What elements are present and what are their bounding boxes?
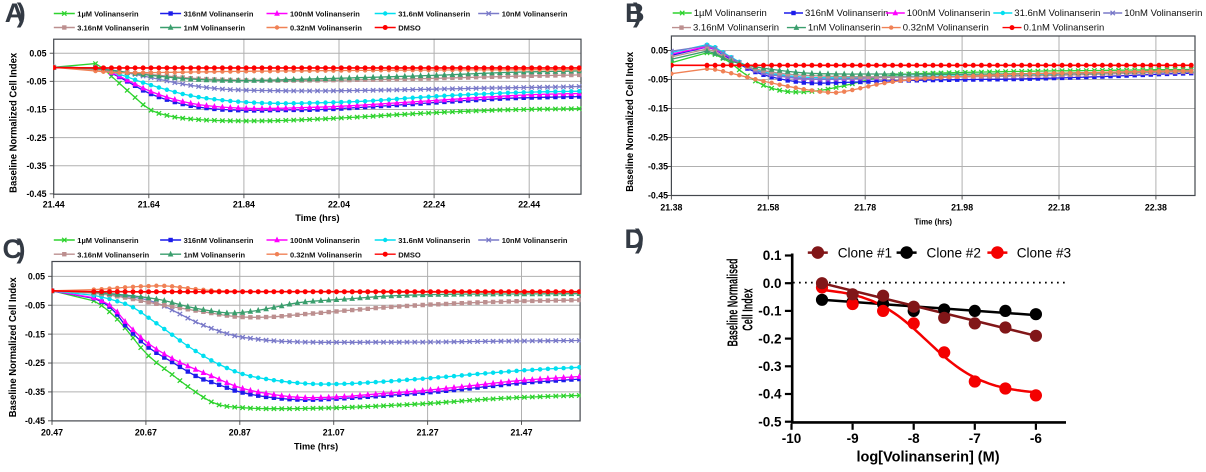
svg-text:100nM Volinanserin: 100nM Volinanserin xyxy=(907,8,990,19)
svg-text:316nM Volinanserin: 316nM Volinanserin xyxy=(805,8,888,19)
svg-text:1µM Volinanserin: 1µM Volinanserin xyxy=(694,8,767,19)
svg-text:22.24: 22.24 xyxy=(423,199,445,209)
svg-text:Time (hrs): Time (hrs) xyxy=(914,218,952,227)
svg-text:1nM Volinanserin: 1nM Volinanserin xyxy=(808,23,881,34)
svg-text:-7: -7 xyxy=(969,431,981,446)
svg-text:log[Volinanserin] (M): log[Volinanserin] (M) xyxy=(856,450,999,466)
svg-text:0.05: 0.05 xyxy=(29,48,46,58)
svg-text:1nM Volinanserin: 1nM Volinanserin xyxy=(184,24,246,33)
svg-text:-0.5: -0.5 xyxy=(758,414,782,429)
svg-text:0.0: 0.0 xyxy=(763,276,782,291)
svg-text:-0.15: -0.15 xyxy=(648,104,668,114)
svg-text:-10: -10 xyxy=(782,431,802,446)
svg-text:-0.25: -0.25 xyxy=(26,133,46,143)
svg-text:3.16nM Volinanserin: 3.16nM Volinanserin xyxy=(77,250,149,259)
svg-text:22.18: 22.18 xyxy=(1048,203,1070,213)
svg-text:21.07: 21.07 xyxy=(323,427,345,437)
svg-text:3.16nM Volinanserin: 3.16nM Volinanserin xyxy=(77,24,149,33)
svg-text:31.6nM Volinanserin: 31.6nM Volinanserin xyxy=(1014,8,1100,19)
svg-text:A): A) xyxy=(5,0,26,28)
svg-text:-0.3: -0.3 xyxy=(758,359,782,374)
svg-text:-6: -6 xyxy=(1030,431,1042,446)
svg-text:Clone #2: Clone #2 xyxy=(927,245,981,260)
svg-text:-0.25: -0.25 xyxy=(648,133,668,143)
svg-text:0.1nM Volinanserin: 0.1nM Volinanserin xyxy=(1024,23,1105,34)
svg-text:31.6nM Volinanserin: 31.6nM Volinanserin xyxy=(398,236,470,245)
svg-text:1µM Volinanserin: 1µM Volinanserin xyxy=(77,10,139,19)
svg-text:0.32nM Volinanserin: 0.32nM Volinanserin xyxy=(903,23,989,34)
svg-text:0.05: 0.05 xyxy=(651,46,668,56)
svg-text:C): C) xyxy=(3,234,26,264)
svg-text:21.47: 21.47 xyxy=(510,427,532,437)
svg-text:21.44: 21.44 xyxy=(43,199,65,209)
svg-text:-0.45: -0.45 xyxy=(648,191,668,201)
svg-text:316nM Volinanserin: 316nM Volinanserin xyxy=(184,10,254,19)
svg-text:-0.45: -0.45 xyxy=(26,189,46,199)
svg-text:Baseline Normalized Cell Index: Baseline Normalized Cell Index xyxy=(9,52,20,192)
svg-text:-0.45: -0.45 xyxy=(25,416,45,426)
svg-text:316nM Volinanserin: 316nM Volinanserin xyxy=(184,236,254,245)
svg-text:-0.15: -0.15 xyxy=(26,105,46,115)
svg-text:1µM Volinanserin: 1µM Volinanserin xyxy=(77,236,139,245)
svg-text:Baseline Normalized Cell Index: Baseline Normalized Cell Index xyxy=(8,277,19,417)
svg-text:-0.35: -0.35 xyxy=(648,162,668,172)
svg-text:-0.05: -0.05 xyxy=(25,300,45,310)
svg-text:-0.35: -0.35 xyxy=(25,387,45,397)
svg-text:-0.2: -0.2 xyxy=(758,331,781,346)
svg-text:10nM Volinanserin: 10nM Volinanserin xyxy=(502,10,568,19)
svg-text:21.84: 21.84 xyxy=(233,199,255,209)
svg-text:-0.05: -0.05 xyxy=(648,75,668,85)
svg-text:Time (hrs): Time (hrs) xyxy=(295,213,339,223)
svg-text:22.04: 22.04 xyxy=(328,199,350,209)
svg-text:1nM Volinanserin: 1nM Volinanserin xyxy=(184,250,246,259)
svg-text:Cell Index: Cell Index xyxy=(740,288,757,331)
svg-text:DMSO: DMSO xyxy=(398,24,421,33)
svg-text:0.32nM Volinanserin: 0.32nM Volinanserin xyxy=(290,24,362,33)
svg-text:D): D) xyxy=(625,224,645,254)
svg-text:DMSO: DMSO xyxy=(398,250,421,259)
svg-text:20.67: 20.67 xyxy=(135,427,157,437)
svg-text:-9: -9 xyxy=(847,431,859,446)
svg-text:10nM Volinanserin: 10nM Volinanserin xyxy=(502,236,568,245)
svg-text:Time (hrs): Time (hrs) xyxy=(294,441,338,451)
svg-text:0.1: 0.1 xyxy=(763,248,782,263)
svg-text:-8: -8 xyxy=(908,431,920,446)
svg-text:-0.25: -0.25 xyxy=(25,358,45,368)
svg-text:0.05: 0.05 xyxy=(28,272,45,282)
svg-text:21.38: 21.38 xyxy=(660,203,682,213)
svg-text:-0.05: -0.05 xyxy=(26,77,46,87)
svg-text:100nM Volinanserin: 100nM Volinanserin xyxy=(290,236,360,245)
svg-text:20.87: 20.87 xyxy=(229,427,251,437)
svg-text:21.78: 21.78 xyxy=(854,203,876,213)
svg-text:-0.35: -0.35 xyxy=(26,161,46,171)
svg-text:21.27: 21.27 xyxy=(417,427,439,437)
svg-text:Clone #1: Clone #1 xyxy=(838,245,892,260)
svg-text:Clone #3: Clone #3 xyxy=(1017,245,1071,260)
svg-text:21.64: 21.64 xyxy=(138,199,160,209)
svg-text:21.98: 21.98 xyxy=(951,203,973,213)
svg-text:22.38: 22.38 xyxy=(1145,203,1167,213)
svg-text:10nM Volinanserin: 10nM Volinanserin xyxy=(1124,8,1202,19)
svg-text:-0.4: -0.4 xyxy=(758,387,782,402)
svg-text:Baseline Normalised: Baseline Normalised xyxy=(725,259,742,347)
svg-text:0.32nM Volinanserin: 0.32nM Volinanserin xyxy=(290,250,362,259)
svg-text:3.16nM Volinanserin: 3.16nM Volinanserin xyxy=(693,23,779,34)
svg-text:31.6nM Volinanserin: 31.6nM Volinanserin xyxy=(398,10,470,19)
svg-text:21.58: 21.58 xyxy=(757,203,779,213)
svg-text:B): B) xyxy=(625,0,645,28)
svg-text:Baseline Normalized Cell Index: Baseline Normalized Cell Index xyxy=(625,51,636,191)
svg-text:100nM Volinanserin: 100nM Volinanserin xyxy=(290,10,360,19)
svg-text:22.44: 22.44 xyxy=(518,199,540,209)
svg-text:-0.1: -0.1 xyxy=(758,304,782,319)
svg-text:20.47: 20.47 xyxy=(41,427,63,437)
svg-text:-0.15: -0.15 xyxy=(25,329,45,339)
